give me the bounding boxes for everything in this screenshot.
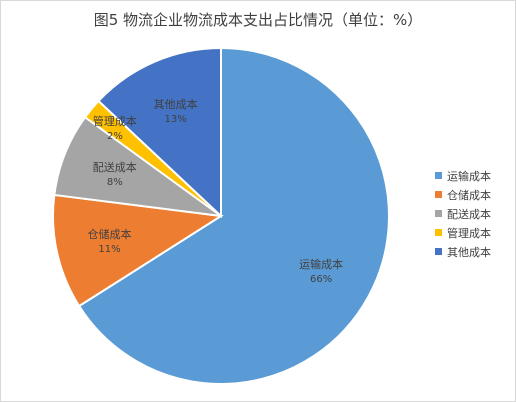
legend-item-2: 仓储成本 [435, 185, 491, 204]
slice-value-label-4: 2% [107, 131, 123, 142]
slice-category-label-4: 管理成本 [93, 114, 137, 128]
legend-label: 仓储成本 [447, 188, 491, 202]
slice-category-label-1: 运输成本 [299, 257, 343, 271]
slice-category-label-2: 仓储成本 [88, 227, 132, 241]
pie-slice-2 [51, 193, 224, 308]
legend-swatch [435, 191, 442, 198]
slice-category-label-3: 配送成本 [93, 160, 137, 174]
slice-value-label-2: 11% [98, 244, 120, 255]
legend-swatch [435, 210, 442, 217]
slice-value-label-3: 8% [107, 177, 123, 188]
pie-data-labels: 运输成本 66% 仓储成本 11% 配送成本 8% 管理成本 2% 其他成本 13% [88, 97, 344, 285]
legend: 运输成本仓储成本配送成本管理成本其他成本 [435, 166, 491, 261]
legend-item-3: 配送成本 [435, 204, 491, 223]
legend-swatch [435, 229, 442, 236]
slice-category-label-5: 其他成本 [154, 97, 198, 111]
legend-label: 管理成本 [447, 226, 491, 240]
slice-value-label-5: 13% [164, 114, 186, 125]
legend-label: 其他成本 [447, 245, 491, 259]
legend-label: 配送成本 [447, 207, 491, 221]
legend-item-4: 管理成本 [435, 223, 491, 242]
legend-swatch [435, 248, 442, 255]
pie-slice-5 [97, 46, 222, 219]
legend-label: 运输成本 [447, 169, 491, 183]
pie-slice-1 [77, 46, 390, 385]
legend-item-5: 其他成本 [435, 242, 491, 261]
chart-title: 图5 物流企业物流成本支出占比情况（单位：%） [93, 11, 423, 29]
legend-swatch [435, 172, 442, 179]
pie-slices [51, 46, 390, 385]
slice-value-label-1: 66% [310, 274, 332, 285]
legend-item-1: 运输成本 [435, 166, 491, 185]
